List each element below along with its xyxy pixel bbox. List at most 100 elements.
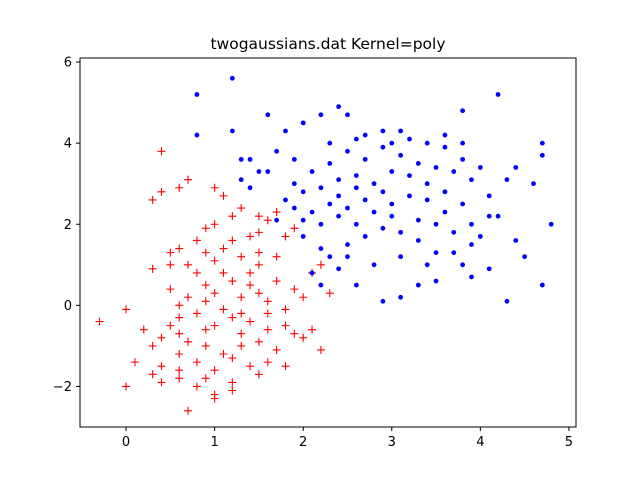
data-point-red-plus	[210, 220, 219, 229]
data-point-red-plus	[254, 260, 263, 269]
data-point-red-plus	[157, 187, 166, 196]
data-point-blue-dot	[486, 266, 492, 272]
data-point-red-plus	[201, 297, 210, 306]
data-point-blue-dot	[318, 112, 324, 118]
data-point-blue-dot	[345, 254, 350, 260]
data-point-blue-dot	[504, 298, 510, 304]
data-point-blue-dot	[407, 193, 412, 199]
data-point-blue-dot	[318, 282, 324, 288]
data-point-blue-dot	[345, 205, 350, 211]
data-point-red-plus	[148, 195, 157, 204]
data-point-red-plus	[201, 325, 210, 334]
data-point-blue-dot	[265, 169, 271, 174]
data-point-red-plus	[246, 362, 255, 371]
data-point-red-plus	[175, 244, 184, 253]
data-point-blue-dot	[415, 238, 421, 243]
data-point-blue-dot	[291, 205, 297, 211]
data-point-blue-dot	[442, 189, 448, 195]
data-point-blue-dot	[442, 132, 448, 138]
data-point-red-plus	[281, 305, 290, 314]
data-point-blue-dot	[424, 262, 430, 268]
data-point-red-plus	[192, 309, 201, 318]
data-point-red-plus	[263, 358, 272, 367]
data-point-red-plus	[228, 354, 237, 363]
y-tick-label: 2	[64, 218, 72, 233]
data-point-blue-dot	[353, 221, 359, 227]
data-point-red-plus	[316, 260, 325, 269]
data-point-red-plus	[122, 305, 131, 314]
data-point-blue-dot	[380, 225, 386, 231]
data-point-red-plus	[210, 256, 219, 265]
y-tick-label: 0	[64, 299, 72, 314]
data-point-red-plus	[272, 252, 281, 261]
data-point-red-plus	[210, 366, 219, 375]
data-point-blue-dot	[460, 262, 466, 268]
data-point-red-plus	[157, 362, 166, 371]
data-point-red-plus	[290, 224, 299, 233]
data-point-blue-dot	[283, 128, 288, 134]
data-point-blue-dot	[327, 161, 333, 166]
data-point-red-plus	[148, 264, 157, 273]
data-point-red-plus	[237, 204, 246, 213]
data-point-red-plus	[237, 341, 246, 350]
data-point-red-plus	[254, 248, 263, 257]
data-point-blue-dot	[424, 181, 430, 187]
data-point-red-plus	[184, 293, 193, 302]
x-tick-label: 2	[299, 435, 307, 450]
data-point-red-plus	[308, 325, 317, 334]
data-point-red-plus	[157, 333, 166, 342]
data-point-blue-dot	[548, 221, 554, 227]
data-point-red-plus	[201, 248, 210, 257]
y-tick-label: 6	[64, 56, 72, 71]
data-point-blue-dot	[415, 217, 421, 223]
data-point-red-plus	[184, 406, 193, 415]
data-point-red-plus	[219, 350, 228, 359]
data-point-red-plus	[325, 289, 334, 298]
data-point-blue-dot	[336, 104, 342, 110]
data-point-blue-dot	[345, 148, 350, 154]
data-point-blue-dot	[398, 254, 404, 260]
data-point-red-plus	[192, 382, 201, 391]
data-point-blue-dot	[513, 238, 519, 243]
x-tick-label: 4	[476, 435, 484, 450]
x-axis: 0 1 2 3 4 5	[122, 427, 573, 450]
data-point-red-plus	[139, 325, 148, 334]
data-point-blue-dot	[504, 177, 510, 183]
data-point-red-plus	[210, 289, 219, 298]
data-point-blue-dot	[336, 213, 342, 219]
data-point-blue-dot	[451, 169, 457, 174]
data-point-red-plus	[281, 232, 290, 241]
data-point-blue-dot	[513, 165, 519, 170]
data-point-red-plus	[175, 374, 184, 383]
data-point-blue-dot	[371, 262, 377, 268]
x-tick-label: 1	[210, 435, 218, 450]
data-point-red-plus	[201, 281, 210, 290]
data-point-blue-dot	[318, 185, 324, 191]
data-point-red-plus	[192, 268, 201, 277]
data-point-red-plus	[166, 260, 175, 269]
data-point-red-plus	[281, 321, 290, 330]
data-point-blue-dot	[433, 165, 439, 170]
data-point-blue-dot	[389, 201, 395, 207]
data-point-blue-dot	[353, 185, 359, 191]
data-point-blue-dot	[469, 242, 474, 247]
data-point-red-plus	[316, 345, 325, 354]
data-point-red-plus	[254, 289, 263, 298]
data-point-red-plus	[175, 350, 184, 359]
data-point-red-plus	[263, 297, 272, 306]
data-point-red-plus	[246, 232, 255, 241]
data-point-blue-dot	[389, 213, 395, 219]
data-point-red-plus	[201, 224, 210, 233]
data-point-blue-dot	[495, 92, 501, 97]
data-point-blue-dot	[460, 156, 466, 162]
data-point-red-plus	[272, 345, 281, 354]
data-point-red-plus	[246, 317, 255, 326]
data-point-blue-dot	[247, 156, 253, 162]
data-point-red-plus	[228, 277, 237, 286]
data-point-blue-dot	[424, 197, 430, 203]
data-point-red-plus	[201, 374, 210, 383]
x-tick-label: 5	[565, 435, 573, 450]
data-point-blue-dot	[486, 213, 492, 219]
